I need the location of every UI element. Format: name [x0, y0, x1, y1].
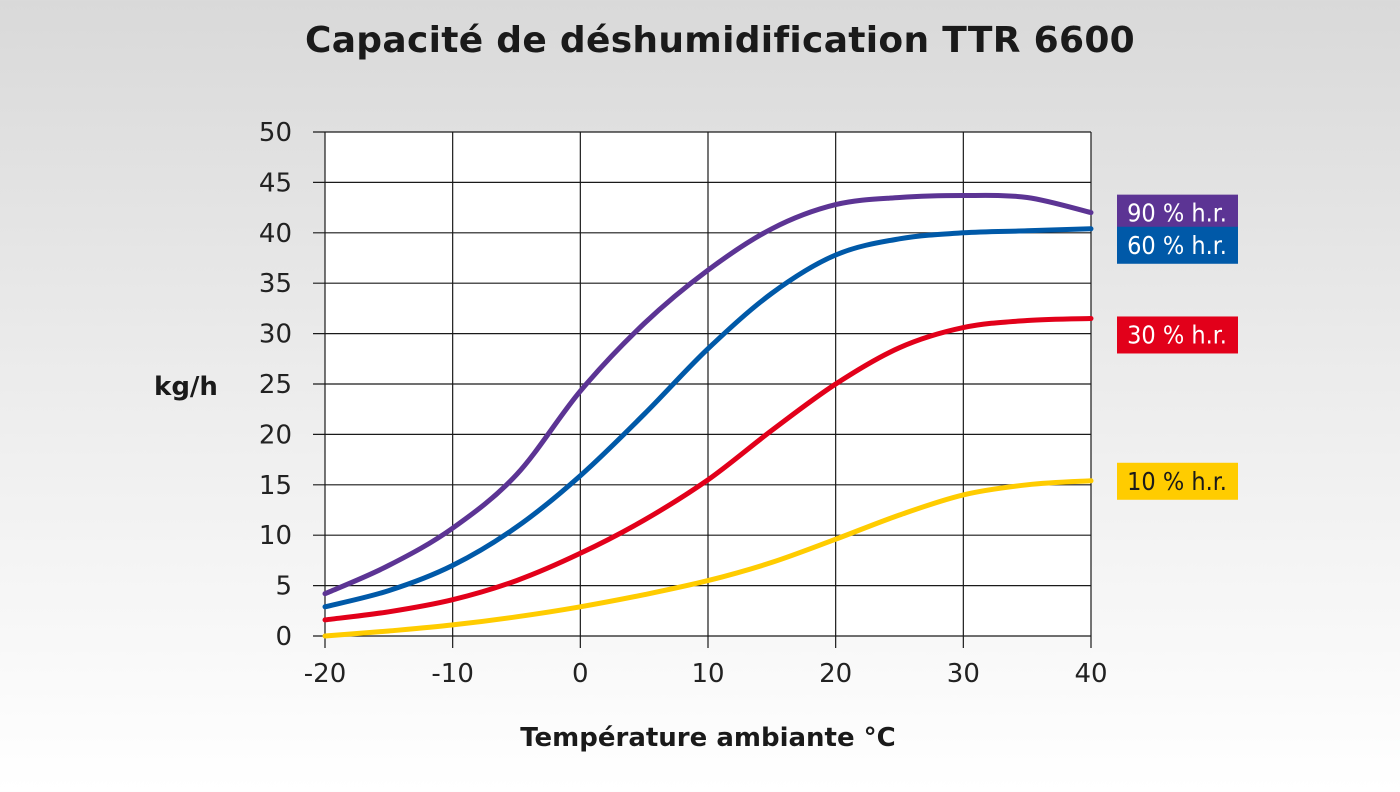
series-line-60hr	[322, 226, 1094, 610]
legend: 90 % h.r. 60 % h.r. 30 % h.r. 10 % h.r.	[1117, 194, 1238, 500]
legend-swatch	[1117, 226, 1238, 264]
series-lines	[322, 192, 1094, 639]
y-tick-label: 50	[259, 118, 292, 148]
y-tick-label: 25	[259, 370, 292, 400]
legend-item-60hr: 60 % h.r.	[1117, 226, 1238, 264]
y-tick-label: 20	[259, 420, 292, 450]
y-tick-label: 10	[259, 521, 292, 551]
legend-swatch	[1117, 462, 1238, 500]
x-axis-label: Température ambiante °C	[520, 723, 895, 753]
grid	[313, 131, 1092, 648]
y-axis-label: kg/h	[154, 372, 218, 402]
series-line-10hr	[322, 478, 1094, 639]
x-tick-label: 10	[691, 659, 724, 689]
y-tick-label: 0	[275, 622, 292, 652]
y-tick-label: 15	[259, 471, 292, 501]
legend-item-10hr: 10 % h.r.	[1117, 462, 1238, 500]
legend-item-90hr: 90 % h.r.	[1117, 194, 1238, 232]
legend-swatch	[1117, 316, 1238, 354]
x-tick-label: 0	[572, 659, 589, 689]
legend-swatch	[1117, 194, 1238, 232]
x-tick-label: 20	[819, 659, 852, 689]
series-line-30hr	[322, 316, 1094, 623]
y-tick-label: 40	[259, 219, 292, 249]
y-tick-label: 30	[259, 320, 292, 350]
y-tick-label: 45	[259, 168, 292, 198]
x-tick-label: 40	[1074, 659, 1107, 689]
legend-item-30hr: 30 % h.r.	[1117, 316, 1238, 354]
x-tick-label: 30	[947, 659, 980, 689]
legend-label: 90 % h.r.	[1127, 199, 1227, 228]
series-line-90hr	[322, 192, 1094, 597]
x-tick-label: -20	[304, 659, 346, 689]
y-tick-label: 5	[275, 572, 292, 602]
legend-label: 30 % h.r.	[1127, 320, 1227, 349]
x-tick-label: -10	[431, 659, 473, 689]
legend-label: 10 % h.r.	[1127, 467, 1227, 496]
legend-label: 60 % h.r.	[1127, 231, 1227, 260]
y-tick-label: 35	[259, 269, 292, 299]
chart-title: Capacité de déshumidification TTR 6600	[304, 20, 1136, 61]
tick-labels: 0 5 10 15 20 25 30 35 40 45 50 -20 -10 0 10 20 30 40	[259, 118, 1108, 689]
